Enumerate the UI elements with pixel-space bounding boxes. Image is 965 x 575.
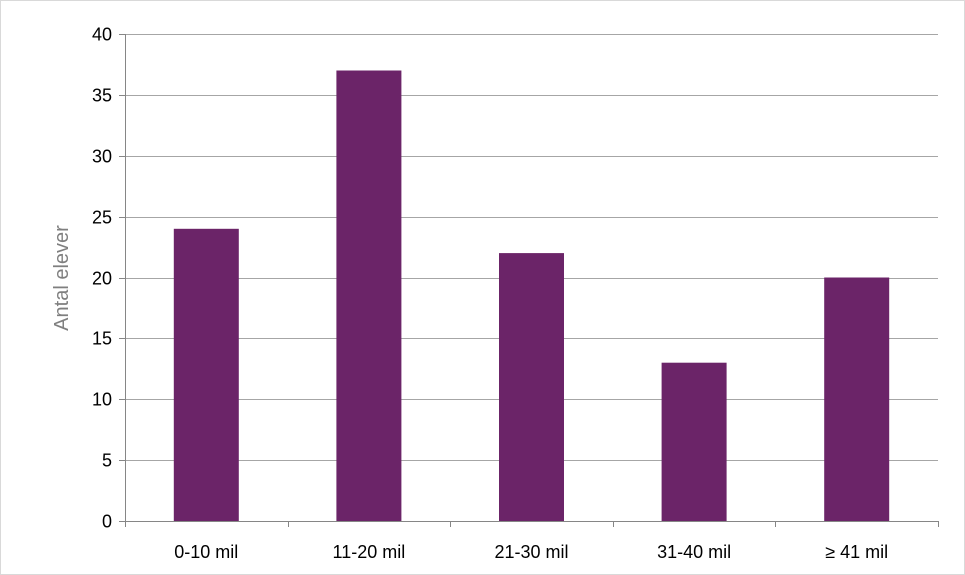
x-tick-labels: 0-10 mil 11-20 mil 21-30 mil 31-40 mil ≥ 41 …: [174, 542, 888, 562]
axes: [119, 34, 939, 527]
bar-2: [336, 70, 402, 521]
bar-5: [824, 277, 890, 521]
bars: [173, 70, 890, 522]
bar-1: [173, 228, 239, 522]
bar-4: [661, 362, 727, 521]
y-tick-label-0: 0: [102, 512, 112, 532]
x-tick-label-5: ≥ 41 mil: [825, 542, 888, 562]
y-tick-labels: 0 5 10 15 20 25 30 35 40: [92, 25, 112, 532]
y-tick-label-35: 35: [92, 86, 112, 106]
x-tick-label-3: 21-30 mil: [494, 542, 568, 562]
y-tick-label-25: 25: [92, 208, 112, 228]
x-tick-label-4: 31-40 mil: [657, 542, 731, 562]
y-axis-title: Antal elever: [51, 225, 73, 331]
y-tick-label-10: 10: [92, 390, 112, 410]
y-tick-label-30: 30: [92, 147, 112, 167]
gridlines: [125, 34, 938, 461]
y-tick-label-15: 15: [92, 329, 112, 349]
bar-3: [499, 253, 564, 521]
x-tick-label-2: 11-20 mil: [333, 542, 406, 562]
y-tick-label-20: 20: [92, 269, 112, 289]
y-tick-label-5: 5: [102, 451, 112, 471]
x-tick-label-1: 0-10 mil: [174, 542, 238, 562]
y-tick-label-40: 40: [92, 25, 112, 45]
